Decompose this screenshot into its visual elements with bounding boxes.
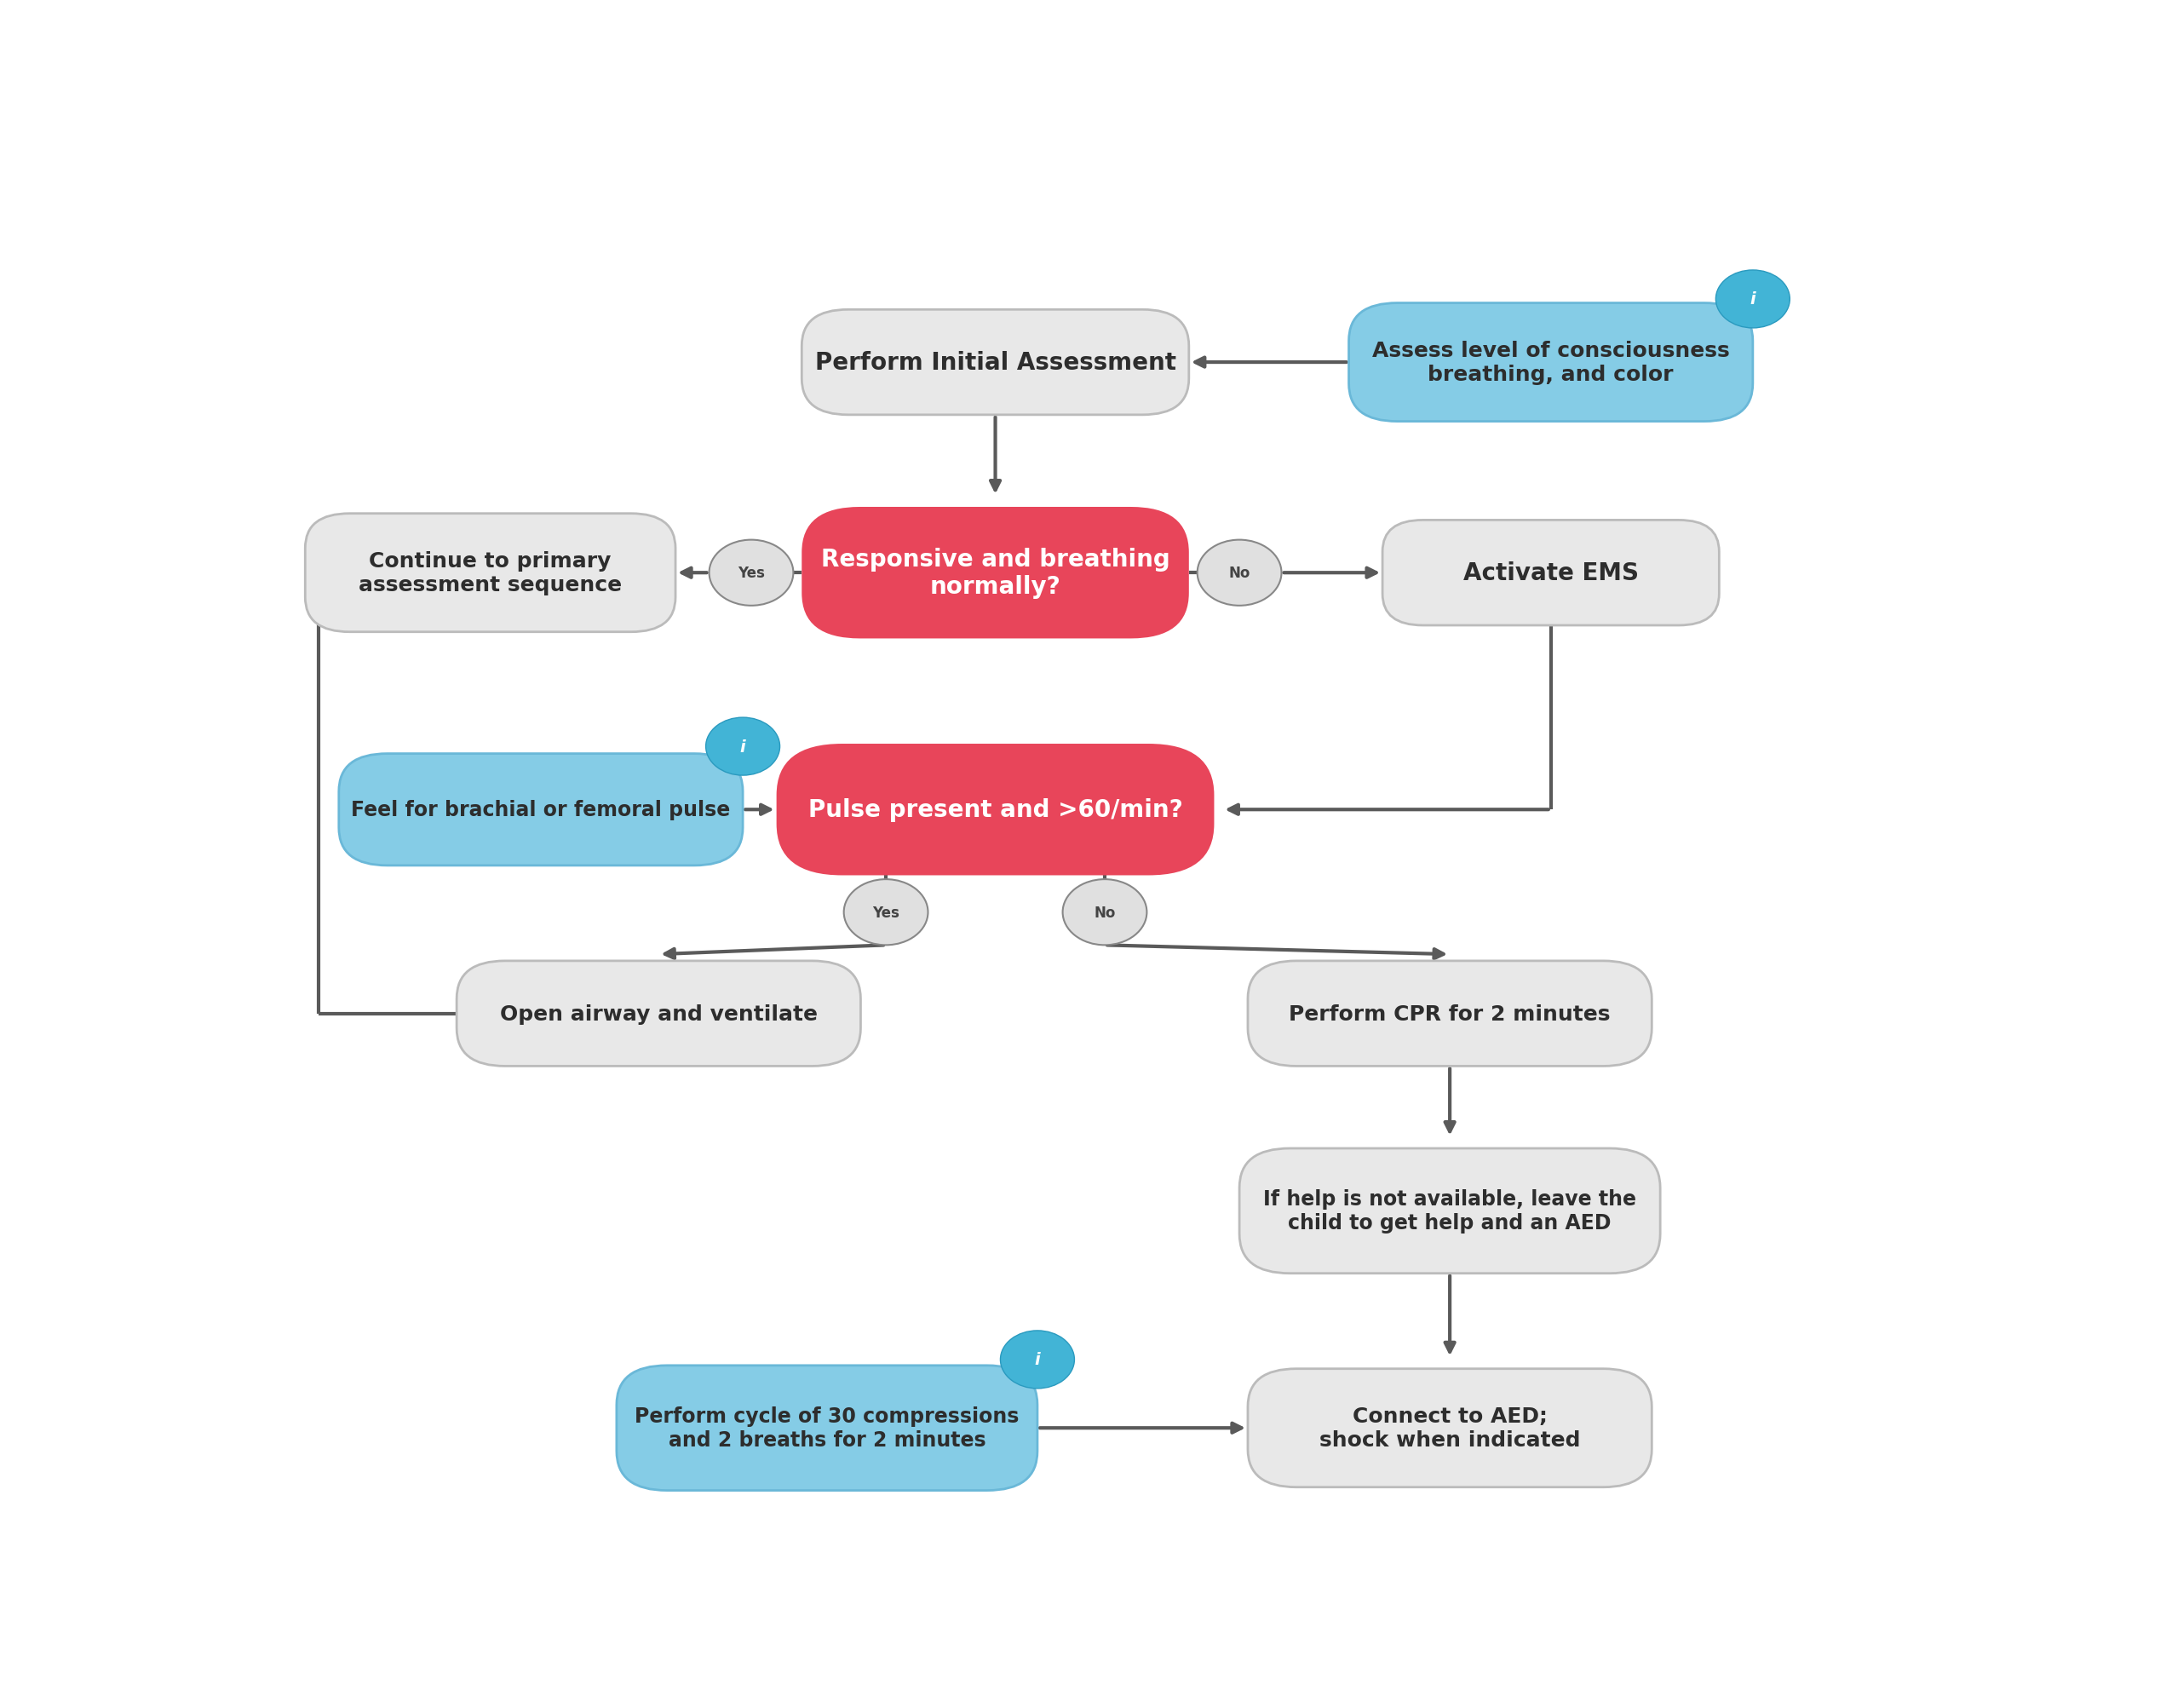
Circle shape	[843, 880, 927, 946]
Text: No: No	[1229, 565, 1251, 581]
Text: Perform cycle of 30 compressions
and 2 breaths for 2 minutes: Perform cycle of 30 compressions and 2 b…	[634, 1406, 1019, 1450]
FancyBboxPatch shape	[617, 1366, 1038, 1491]
Text: i: i	[1751, 292, 1755, 307]
Text: No: No	[1095, 905, 1116, 921]
FancyBboxPatch shape	[1247, 962, 1651, 1066]
Text: If help is not available, leave the
child to get help and an AED: If help is not available, leave the chil…	[1264, 1189, 1636, 1233]
FancyBboxPatch shape	[801, 311, 1188, 415]
FancyBboxPatch shape	[1349, 304, 1753, 422]
FancyBboxPatch shape	[1247, 1368, 1651, 1488]
Circle shape	[1197, 540, 1281, 606]
Text: Yes: Yes	[738, 565, 765, 581]
Text: i: i	[1034, 1351, 1040, 1368]
Circle shape	[1062, 880, 1147, 946]
Text: i: i	[741, 740, 745, 755]
Text: Perform Initial Assessment: Perform Initial Assessment	[814, 350, 1175, 374]
Circle shape	[708, 540, 793, 606]
FancyBboxPatch shape	[456, 962, 860, 1066]
Circle shape	[706, 717, 780, 775]
Circle shape	[1001, 1331, 1075, 1389]
Text: Pulse present and >60/min?: Pulse present and >60/min?	[808, 798, 1182, 822]
Text: Feel for brachial or femoral pulse: Feel for brachial or femoral pulse	[352, 799, 730, 820]
Text: Perform CPR for 2 minutes: Perform CPR for 2 minutes	[1288, 1004, 1612, 1025]
Text: Yes: Yes	[873, 905, 899, 921]
FancyBboxPatch shape	[801, 507, 1188, 639]
FancyBboxPatch shape	[339, 753, 743, 866]
FancyBboxPatch shape	[304, 514, 675, 632]
Text: Responsive and breathing
normally?: Responsive and breathing normally?	[821, 548, 1171, 600]
Text: Open airway and ventilate: Open airway and ventilate	[500, 1004, 817, 1025]
FancyBboxPatch shape	[1240, 1148, 1659, 1274]
FancyBboxPatch shape	[778, 745, 1214, 876]
Text: Connect to AED;
shock when indicated: Connect to AED; shock when indicated	[1318, 1406, 1581, 1450]
Text: Activate EMS: Activate EMS	[1464, 562, 1638, 586]
Text: Assess level of consciousness
breathing, and color: Assess level of consciousness breathing,…	[1373, 340, 1729, 384]
Circle shape	[1716, 270, 1790, 328]
Text: Continue to primary
assessment sequence: Continue to primary assessment sequence	[358, 552, 621, 596]
FancyBboxPatch shape	[1381, 521, 1720, 625]
